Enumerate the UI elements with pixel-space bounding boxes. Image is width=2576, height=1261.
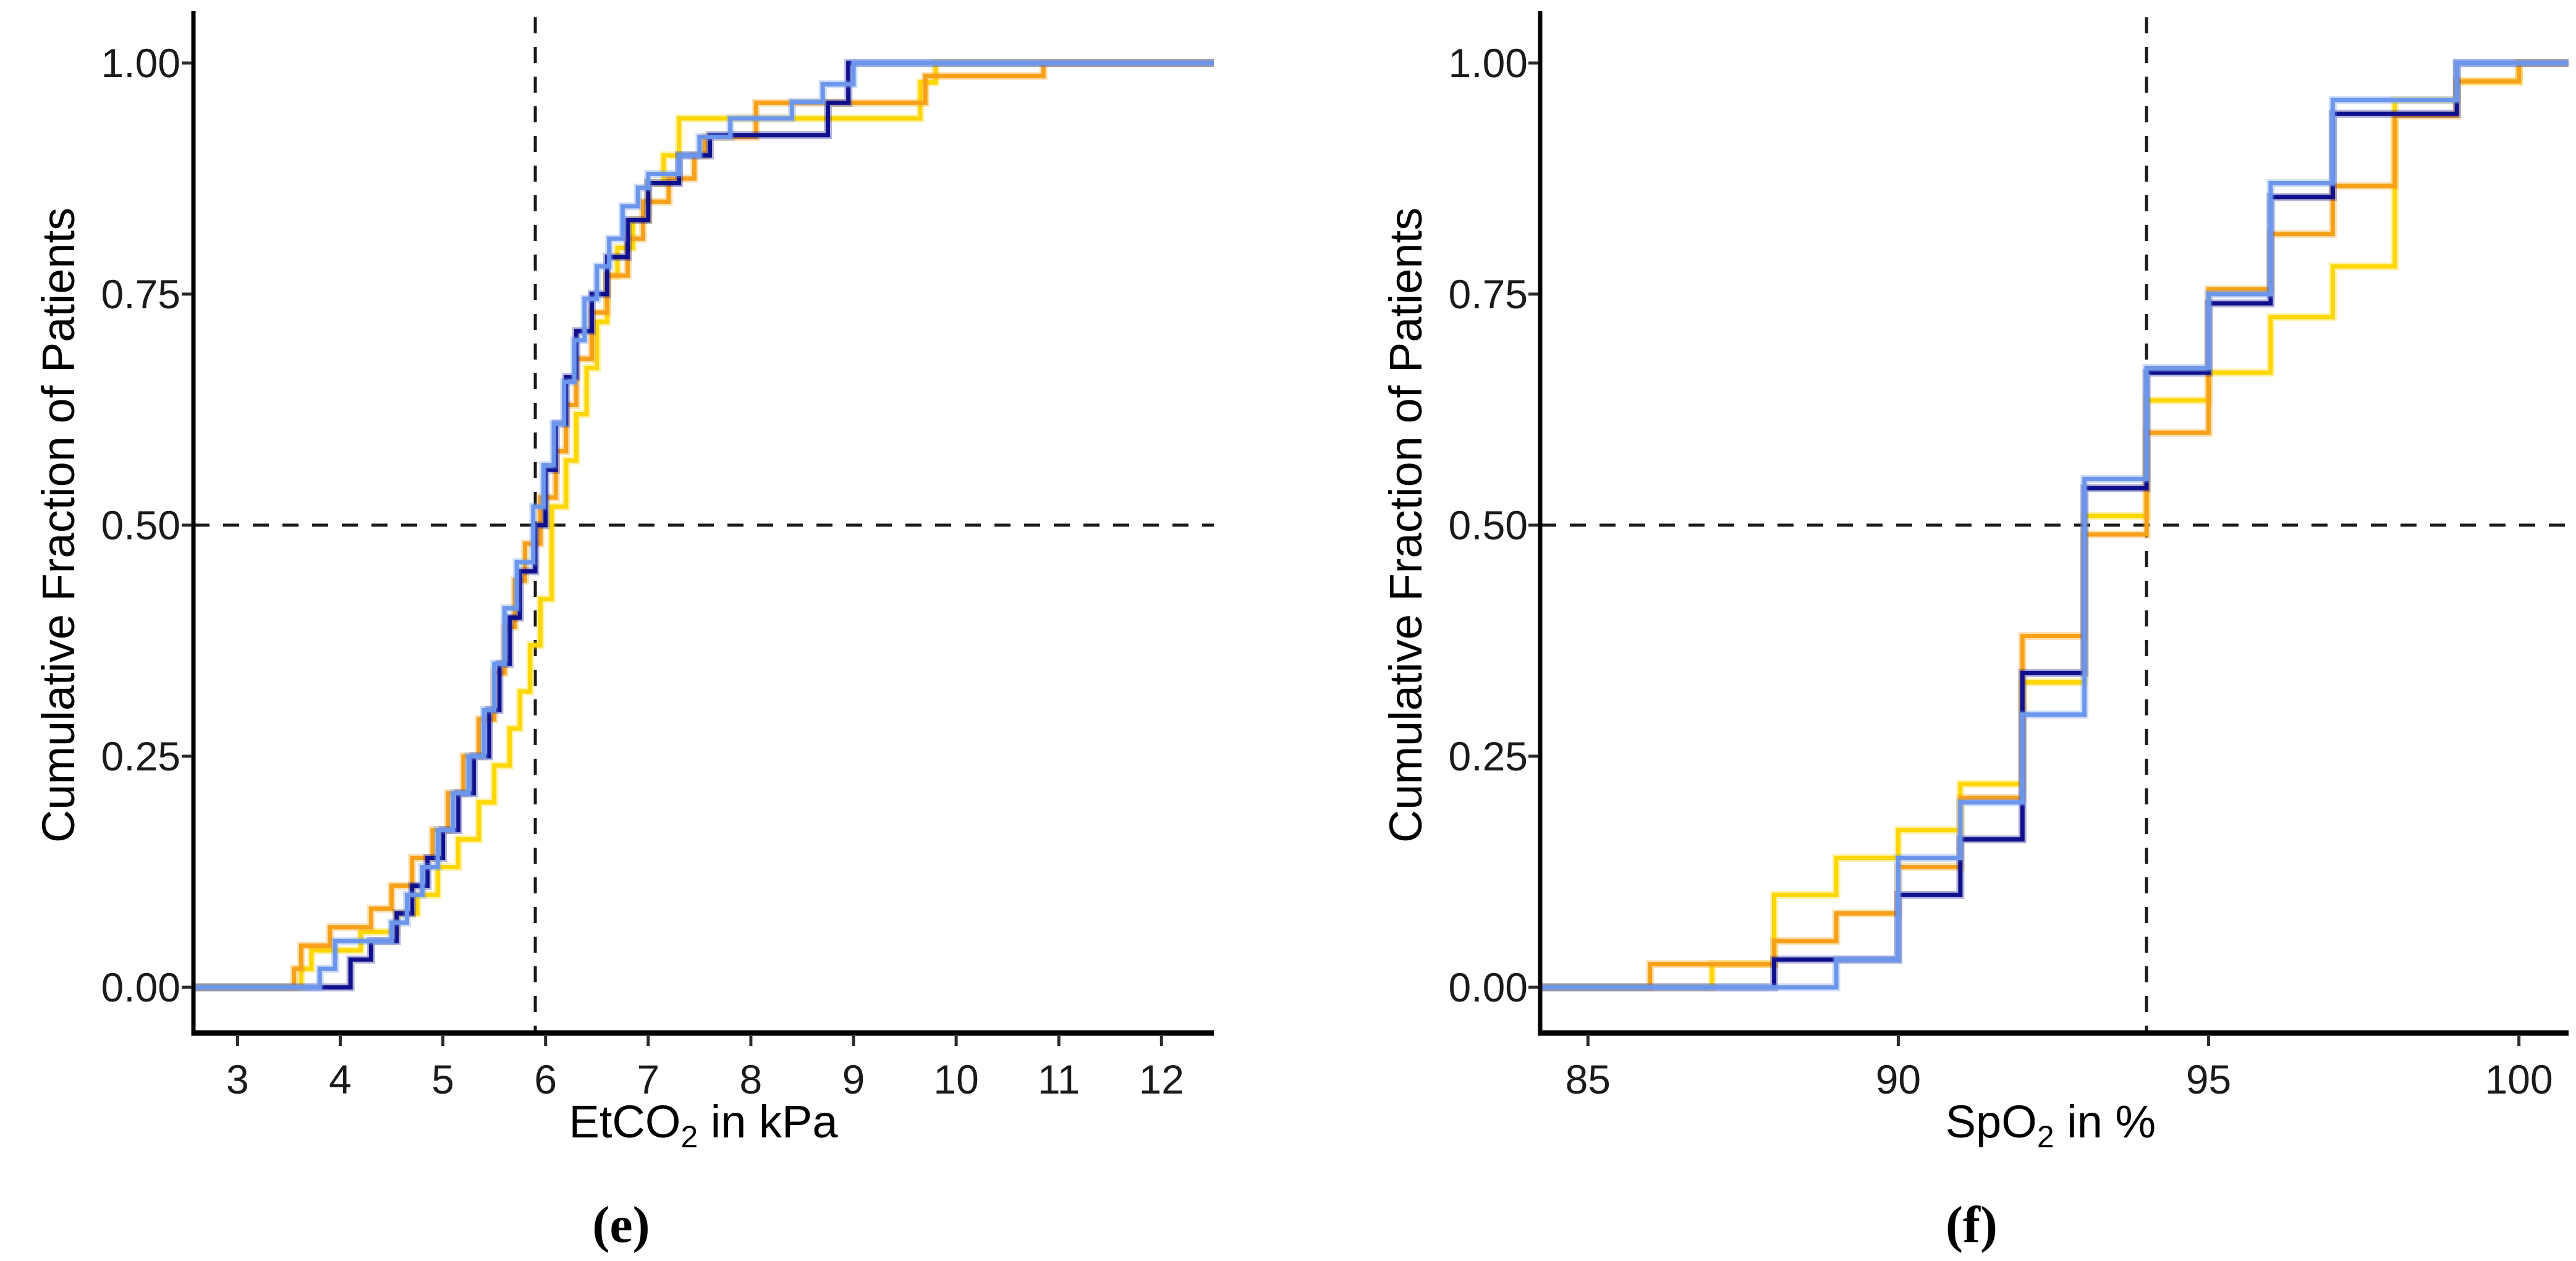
x-axis-title-f: SpO2 in % [1946, 1099, 2156, 1152]
y-tick-label-f-1.00: 1.00 [1448, 40, 1528, 86]
x-tick-label-e-4: 4 [329, 1056, 352, 1102]
x-tick-label-e-9: 9 [842, 1056, 865, 1102]
y-tick-label-e-1.00: 1.00 [101, 40, 180, 86]
y-tick-label-f-0.25: 0.25 [1448, 733, 1528, 779]
y-tick-label-e-0.50: 0.50 [101, 502, 180, 548]
y-axis-title-f: Cumulative Fraction of Patients [1380, 207, 1431, 843]
x-axis-title-e-main: EtCO [569, 1096, 681, 1148]
subfigure-caption-f: (f) [1946, 1196, 1998, 1254]
x-tick-label-e-3: 3 [226, 1056, 249, 1102]
x-tick-label-e-8: 8 [739, 1056, 763, 1102]
x-axis-title-e-unit: in kPa [698, 1096, 838, 1148]
x-axis-title-f-subscript: 2 [2036, 1119, 2054, 1154]
x-axis-title-f-main: SpO [1945, 1096, 2037, 1148]
y-tick-label-f-0.75: 0.75 [1448, 271, 1528, 317]
x-tick-label-e-6: 6 [534, 1056, 557, 1102]
subfigure-caption-e: (e) [592, 1196, 650, 1254]
ecdf-curve-e-light-blue-series [193, 61, 1214, 990]
x-tick-label-f-95: 95 [2185, 1056, 2232, 1102]
x-axis-title-e-subscript: 2 [680, 1119, 698, 1154]
x-tick-label-f-100: 100 [2485, 1056, 2553, 1102]
x-tick-label-e-7: 7 [637, 1056, 660, 1102]
x-tick-label-f-90: 90 [1875, 1056, 1921, 1102]
x-tick-label-e-5: 5 [431, 1056, 454, 1102]
y-tick-label-f-0.00: 0.00 [1448, 964, 1528, 1010]
y-tick-label-f-0.50: 0.50 [1448, 502, 1528, 548]
x-tick-label-e-11: 11 [1037, 1056, 1080, 1102]
y-tick-label-e-0.25: 0.25 [101, 733, 180, 779]
x-tick-label-e-12: 12 [1138, 1056, 1184, 1102]
y-tick-label-e-0.75: 0.75 [101, 271, 180, 317]
y-tick-label-e-0.00: 0.00 [101, 964, 180, 1010]
x-axis-title-f-unit: in % [2054, 1096, 2156, 1148]
x-axis-title-e: EtCO2 in kPa [569, 1099, 838, 1152]
y-axis-title-e: Cumulative Fraction of Patients [33, 207, 84, 843]
ecdf-curve-f-light-blue-series [1540, 61, 2569, 990]
x-tick-label-e-10: 10 [933, 1056, 979, 1102]
x-tick-label-f-85: 85 [1565, 1056, 1611, 1102]
